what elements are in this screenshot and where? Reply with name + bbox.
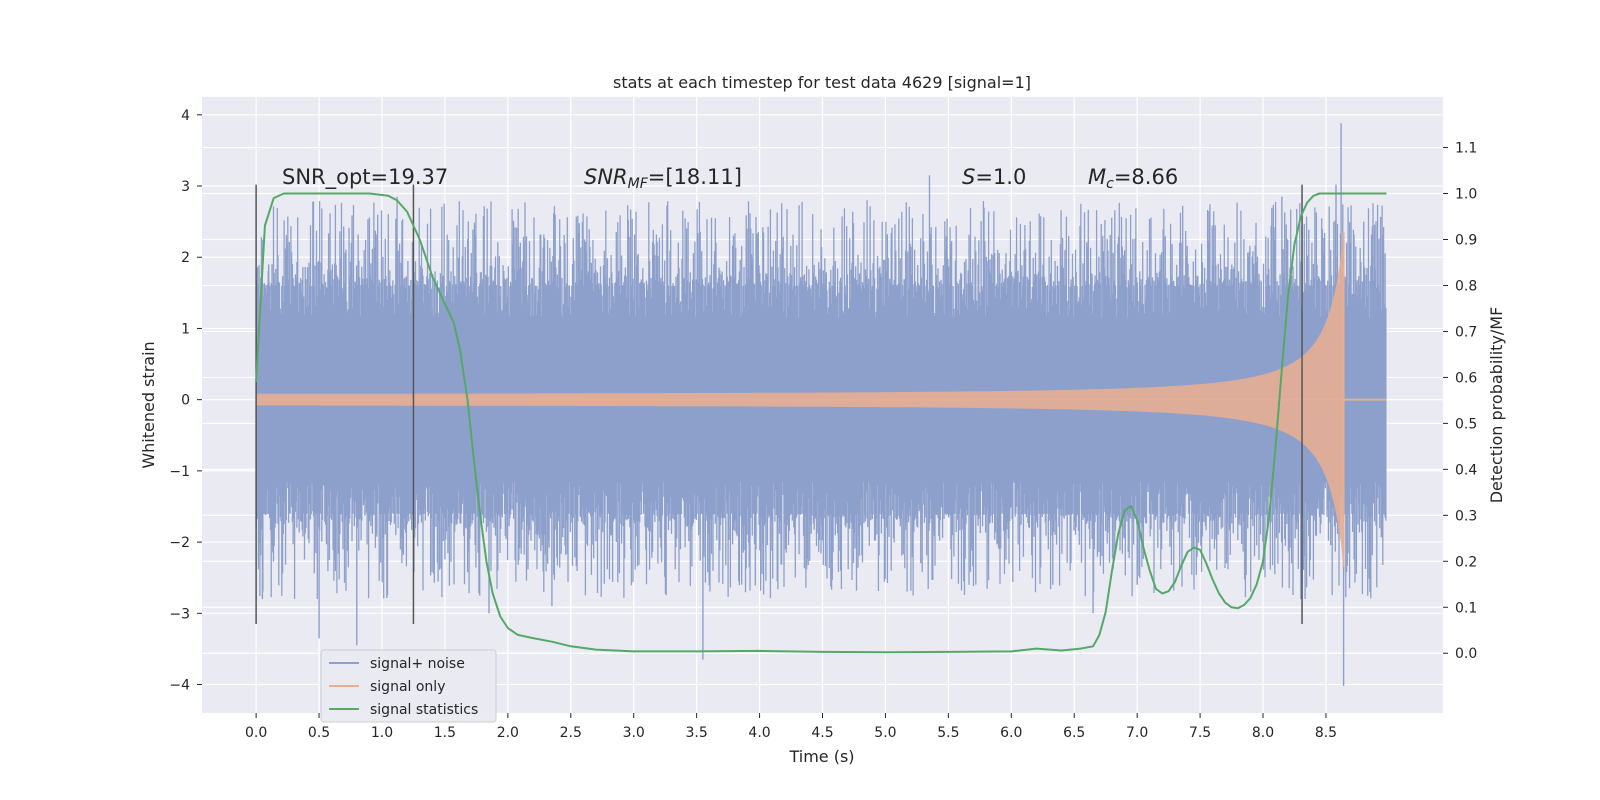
y-tick-label: −1 xyxy=(169,464,190,480)
axes: 0.0 0.5 1.0 1.5 2.0 2.5 3.0 3.5 4.0 4.5 5.0 5.5 6.0 6… xyxy=(169,108,1477,741)
x-tick-label: 0.5 xyxy=(308,725,330,741)
y-right-tick-label: 0.6 xyxy=(1455,370,1477,386)
legend-label-signal-plus-noise: signal+ noise xyxy=(370,656,465,672)
y-tick-label: −3 xyxy=(169,606,190,622)
x-tick-label: 6.0 xyxy=(1000,725,1022,741)
x-tick-label: 2.0 xyxy=(497,725,519,741)
vertical-markers xyxy=(255,184,1303,624)
y-right-tick-label: 0.3 xyxy=(1455,508,1477,524)
y-tick-label: −4 xyxy=(169,678,190,694)
y-right-tick-label: 0.9 xyxy=(1455,233,1477,249)
y-right-tick-label: 1.0 xyxy=(1455,187,1477,203)
x-tick-label: 5.5 xyxy=(937,725,959,741)
legend: signal+ noise signal only signal statist… xyxy=(320,649,497,723)
y-right-tick-label: 0.2 xyxy=(1455,554,1477,570)
annotation-mc: Mc=8.66 xyxy=(1088,165,1178,192)
y-right-tick-label: 0.5 xyxy=(1455,416,1477,432)
x-tick-label: 5.0 xyxy=(874,725,896,741)
legend-label-signal-statistics: signal statistics xyxy=(370,702,478,718)
annotation-s: S=1.0 xyxy=(962,165,1026,189)
x-tick-label: 3.0 xyxy=(623,725,645,741)
y-right-tick-label: 0.8 xyxy=(1455,278,1477,294)
y-right-axis-label: Detection probability/MF xyxy=(1487,307,1506,504)
y-tick-label: 0 xyxy=(181,393,190,409)
x-tick-label: 6.5 xyxy=(1063,725,1085,741)
y-tick-label: 3 xyxy=(181,179,190,195)
y-tick-label: 2 xyxy=(181,250,190,266)
y-tick-label: 1 xyxy=(181,321,190,337)
annotation-snr-mf: SNRMF=[18.11] xyxy=(584,165,742,192)
y-tick-label: −2 xyxy=(169,535,190,551)
series-signal-statistics xyxy=(255,192,1387,654)
x-tick-label: 7.0 xyxy=(1126,725,1148,741)
legend-label-signal-only: signal only xyxy=(370,679,445,695)
legend-box xyxy=(320,649,497,723)
y-right-tick-label: 0.7 xyxy=(1455,324,1477,340)
x-tick-label: 8.5 xyxy=(1315,725,1337,741)
y-right-tick-label: 0.0 xyxy=(1455,646,1477,662)
y-tick-label: 4 xyxy=(181,108,190,124)
chart-title: stats at each timestep for test data 462… xyxy=(613,73,1031,92)
x-axis-label: Time (s) xyxy=(788,747,854,766)
x-tick-label: 3.5 xyxy=(686,725,708,741)
x-tick-label: 4.5 xyxy=(811,725,833,741)
y-right-tick-label: 0.4 xyxy=(1455,462,1477,478)
statistics-line xyxy=(255,192,1387,654)
x-tick-label: 1.5 xyxy=(434,725,456,741)
x-tick-label: 4.0 xyxy=(748,725,770,741)
x-tick-label: 1.0 xyxy=(371,725,393,741)
annotation-snr-opt: SNR_opt=19.37 xyxy=(282,165,448,190)
y-axis-label: Whitened strain xyxy=(139,341,158,468)
x-tick-label: 2.5 xyxy=(560,725,582,741)
series-signal-only xyxy=(256,232,1387,568)
x-tick-label: 7.5 xyxy=(1189,725,1211,741)
y-right-tick-label: 0.1 xyxy=(1455,600,1477,616)
y-right-tick-label: 1.1 xyxy=(1455,141,1477,157)
x-tick-label: 0.0 xyxy=(245,725,267,741)
x-tick-label: 8.0 xyxy=(1252,725,1274,741)
